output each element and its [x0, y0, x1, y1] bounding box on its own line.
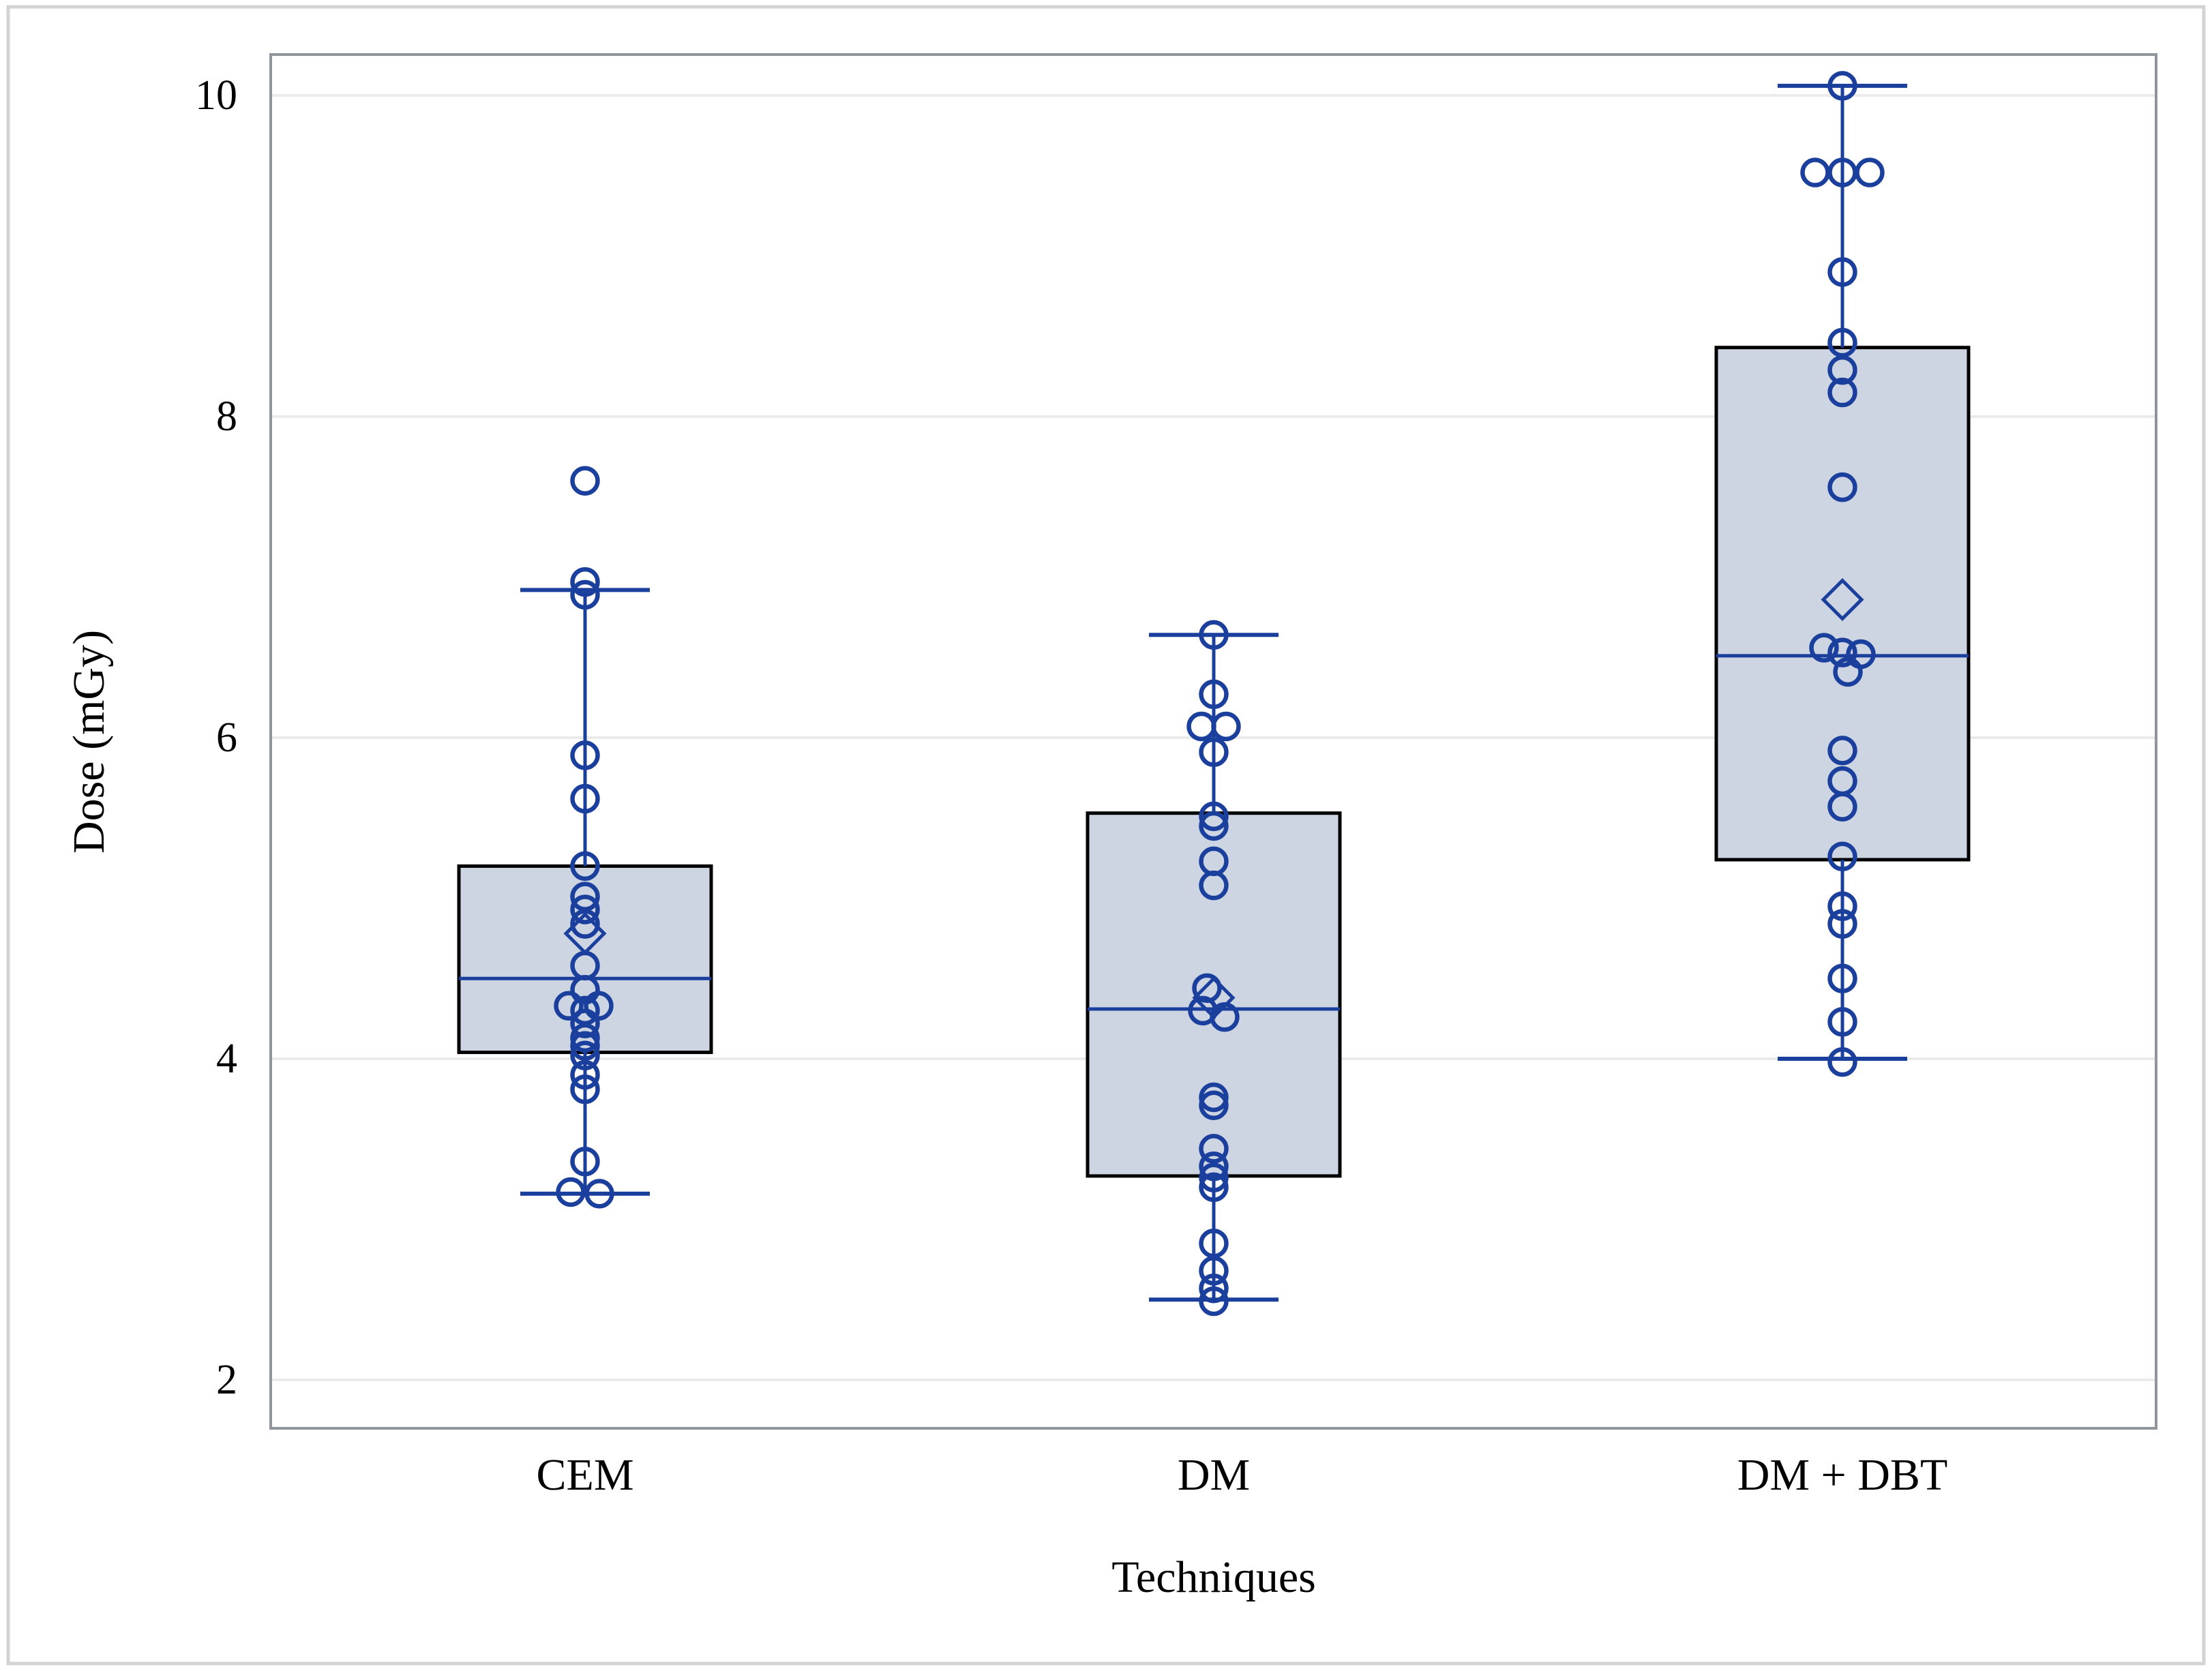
x-category-label-dm: DM [1178, 1450, 1250, 1500]
data-point-dm-dbt [1827, 257, 1857, 287]
data-point-dm-dbt [1827, 637, 1857, 667]
y-tick-label-8: 8 [216, 393, 237, 440]
x-category-label-dmdbt: DM + DBT [1737, 1450, 1948, 1500]
data-point-cem [556, 1177, 586, 1207]
data-point-cem [570, 1074, 600, 1104]
data-point-dm-dbt [1827, 472, 1857, 502]
data-point-dm-dbt [1827, 792, 1857, 822]
data-point-dm-dbt [1827, 736, 1857, 766]
data-point-dm-dbt [1827, 963, 1857, 993]
y-tick-label-2: 2 [216, 1357, 237, 1403]
data-point-cem [570, 740, 600, 770]
data-point-dm [1199, 1090, 1229, 1121]
box-group-cem [457, 466, 713, 1209]
data-point-dm-dbt [1827, 71, 1857, 101]
mean-diamond-dm-dbt [1821, 577, 1864, 622]
y-tick-label-4: 4 [216, 1036, 237, 1082]
data-point-dm-dbt [1827, 355, 1857, 385]
data-point-cem [570, 466, 600, 496]
data-point-cem [570, 1023, 600, 1053]
data-point-dm-dbt [1827, 841, 1857, 872]
data-point-dm-dbt [1827, 891, 1857, 922]
data-point-cem [570, 894, 600, 924]
data-point-dm [1199, 620, 1229, 650]
data-point-cem [570, 783, 600, 814]
iqr-box-dm-dbt [1714, 346, 1971, 862]
data-point-dm-dbt [1827, 1007, 1857, 1037]
data-point-cem [570, 1031, 600, 1061]
data-point-dm [1199, 1151, 1229, 1181]
data-point-dm-dbt [1827, 909, 1857, 939]
data-point-cem [554, 991, 584, 1021]
x-axis-tick-labels: CEM DM DM + DBT [536, 1450, 1947, 1500]
box-group-dm-dbt [1714, 71, 1971, 1077]
data-point-dm [1199, 870, 1229, 901]
data-point-dm-dbt [1827, 377, 1857, 408]
data-point-dm [1199, 679, 1229, 710]
iqr-box-dm [1086, 811, 1342, 1178]
data-point-cem [570, 579, 600, 610]
data-point-dm-dbt [1833, 657, 1863, 687]
x-category-label-cem: CEM [536, 1450, 633, 1500]
y-tick-label-6: 6 [216, 714, 237, 761]
data-point-dm [1199, 1274, 1229, 1304]
data-point-dm-dbt [1809, 633, 1839, 663]
series-layer [457, 71, 1971, 1316]
data-point-dm [1199, 1162, 1229, 1193]
data-point-dm [1211, 711, 1241, 742]
data-point-cem [570, 1059, 600, 1090]
data-point-dm [1199, 1082, 1229, 1113]
y-axis-tick-labels: 2 4 6 8 10 [195, 72, 237, 1403]
figure-border [6, 5, 2206, 1666]
data-point-cem [570, 1008, 600, 1038]
data-point-cem [570, 1146, 600, 1177]
box-group-dm [1086, 620, 1342, 1316]
y-axis-title: Dose (mGy) [64, 630, 114, 854]
data-point-cem [570, 909, 600, 939]
mean-diamond-dm [1192, 976, 1236, 1020]
data-point-dm-dbt [1827, 1047, 1857, 1077]
data-point-cem [570, 1040, 600, 1071]
x-axis-title: Techniques [1111, 1552, 1316, 1602]
data-point-cem [570, 567, 600, 597]
data-point-dm [1199, 1286, 1229, 1316]
data-point-dm [1199, 737, 1229, 767]
mean-diamond-cem [563, 912, 607, 955]
data-point-dm [1199, 1256, 1229, 1286]
data-point-cem [584, 1179, 614, 1209]
data-point-dm-dbt [1855, 157, 1885, 187]
data-point-cem [570, 851, 600, 882]
y-tick-label-10: 10 [195, 72, 237, 119]
data-point-dm [1199, 811, 1229, 841]
data-point-dm [1199, 1172, 1229, 1203]
data-point-dm [1199, 801, 1229, 832]
data-point-dm [1199, 1134, 1229, 1164]
